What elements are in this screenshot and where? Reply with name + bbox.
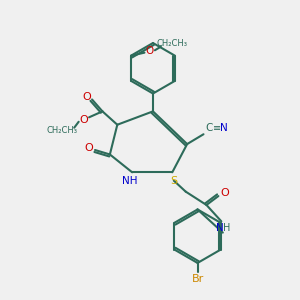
Text: S: S: [170, 176, 177, 186]
Text: ≡: ≡: [213, 123, 221, 133]
Text: O: O: [79, 115, 88, 125]
Text: O: O: [220, 188, 229, 197]
Text: CH₂CH₃: CH₂CH₃: [157, 39, 188, 48]
Text: O: O: [146, 46, 154, 56]
Text: N: N: [220, 123, 228, 133]
Text: C: C: [206, 123, 213, 133]
Text: O: O: [85, 142, 93, 153]
Text: H: H: [223, 223, 230, 233]
Text: O: O: [82, 92, 91, 101]
Text: CH₂CH₃: CH₂CH₃: [46, 126, 77, 135]
Text: N: N: [216, 223, 224, 233]
Text: NH: NH: [122, 176, 137, 186]
Text: Br: Br: [191, 274, 204, 284]
